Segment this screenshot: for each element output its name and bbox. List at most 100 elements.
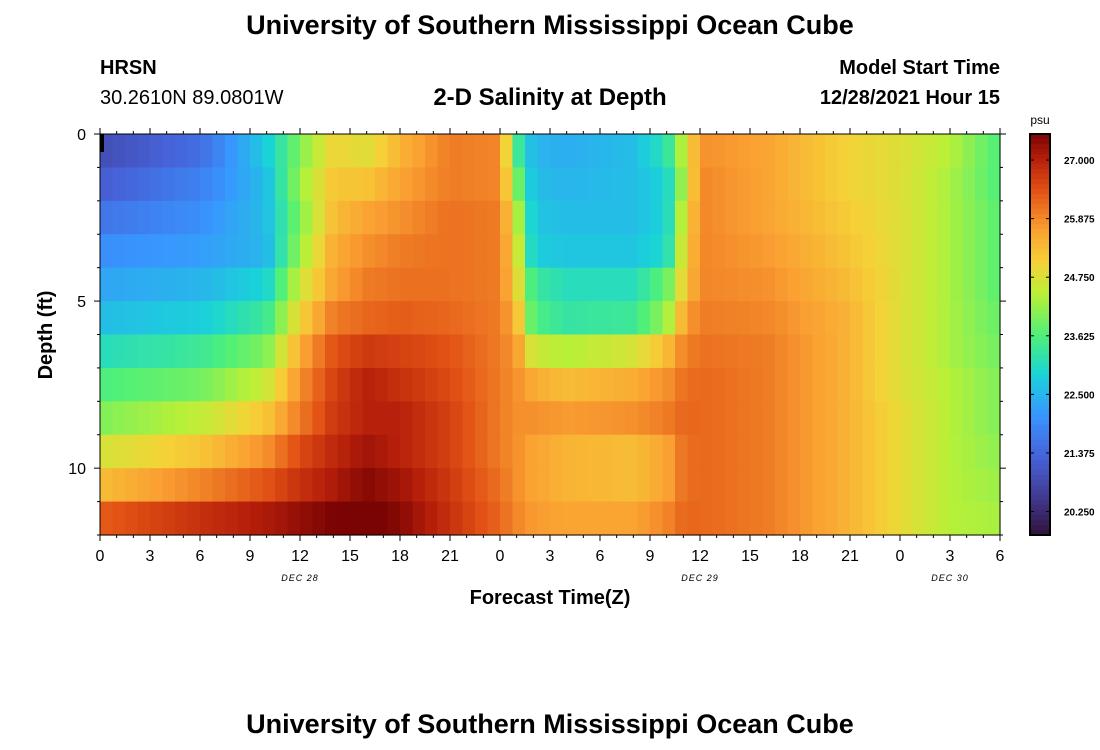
heatmap-cell <box>212 468 226 503</box>
heatmap-cell <box>375 200 389 235</box>
heatmap-cell <box>550 334 564 369</box>
heatmap-cell <box>337 301 351 336</box>
heatmap-cell <box>287 334 301 369</box>
heatmap-cell <box>637 301 651 336</box>
heatmap-cell <box>612 301 626 336</box>
y-tick-label: 0 <box>77 127 86 144</box>
heatmap-cell <box>300 434 314 469</box>
heatmap-cell <box>250 301 264 336</box>
heatmap-cell <box>750 134 764 169</box>
heatmap-cell <box>975 301 989 336</box>
heatmap-cell <box>737 234 751 269</box>
heatmap-cell <box>375 134 389 169</box>
heatmap-cell <box>150 434 164 469</box>
heatmap-cell <box>150 301 164 336</box>
heatmap-cell <box>462 267 476 302</box>
heatmap-cell <box>450 200 464 235</box>
heatmap-cell <box>962 367 976 402</box>
heatmap-cell <box>412 468 426 503</box>
heatmap-cell <box>300 134 314 169</box>
colorbar-segment <box>1030 489 1050 496</box>
heatmap-cell <box>162 367 176 402</box>
colorbar-segment <box>1030 164 1050 170</box>
heatmap-cell <box>687 267 701 302</box>
colorbar-segment <box>1030 324 1050 331</box>
colorbar-segment <box>1030 429 1050 436</box>
heatmap-cell <box>337 234 351 269</box>
heatmap-cell <box>662 200 676 235</box>
heatmap-cell <box>187 200 201 235</box>
colorbar-segment <box>1030 224 1050 230</box>
heatmap-cell <box>600 434 614 469</box>
heatmap-cell <box>987 367 1001 402</box>
heatmap-cell <box>362 501 376 536</box>
colorbar-segment <box>1030 479 1050 486</box>
heatmap-cell <box>887 468 901 503</box>
heatmap-cell <box>512 501 526 536</box>
heatmap-cell <box>787 267 801 302</box>
heatmap-cell <box>437 267 451 302</box>
heatmap-cell <box>962 200 976 235</box>
heatmap-cell <box>600 267 614 302</box>
heatmap-cell <box>350 267 364 302</box>
heatmap-cell <box>812 401 826 436</box>
heatmap-cell <box>700 134 714 169</box>
heatmap-cell <box>475 200 489 235</box>
heatmap-cell <box>412 134 426 169</box>
heatmap-cell <box>262 334 276 369</box>
heatmap-cell <box>687 167 701 202</box>
colorbar-segment <box>1030 299 1050 306</box>
heatmap-cell <box>700 200 714 235</box>
heatmap-cell <box>875 200 889 235</box>
heatmap-cell <box>812 234 826 269</box>
heatmap-cell <box>700 301 714 336</box>
start-marker <box>100 134 104 152</box>
heatmap-cell <box>950 434 964 469</box>
heatmap-cell <box>212 501 226 536</box>
heatmap-cell <box>375 234 389 269</box>
x-tick-label: 21 <box>841 548 859 565</box>
heatmap-cell <box>125 468 139 503</box>
heatmap-cell <box>675 301 689 336</box>
heatmap-cell <box>912 134 926 169</box>
heatmap-cell <box>462 367 476 402</box>
heatmap-cell <box>112 401 126 436</box>
heatmap-cell <box>575 367 589 402</box>
heatmap-cell <box>487 401 501 436</box>
heatmap-cell <box>737 501 751 536</box>
colorbar-segment <box>1030 434 1050 441</box>
heatmap-cell <box>612 367 626 402</box>
heatmap-cell <box>275 301 289 336</box>
heatmap-cell <box>362 200 376 235</box>
heatmap-cell <box>162 167 176 202</box>
page-title: University of Southern Mississippi Ocean… <box>246 10 854 40</box>
heatmap-cell <box>200 267 214 302</box>
heatmap-cell <box>900 234 914 269</box>
heatmap-cell <box>937 501 951 536</box>
heatmap-cell <box>812 200 826 235</box>
heatmap-cell <box>437 200 451 235</box>
colorbar-segment <box>1030 384 1050 391</box>
heatmap-cell <box>837 468 851 503</box>
heatmap-cell <box>550 401 564 436</box>
heatmap-cell <box>387 401 401 436</box>
heatmap-cell <box>937 234 951 269</box>
heatmap-cell <box>400 234 414 269</box>
heatmap-cell <box>600 401 614 436</box>
heatmap-cell <box>825 301 839 336</box>
heatmap-cell <box>550 367 564 402</box>
heatmap-cell <box>700 468 714 503</box>
heatmap-cell <box>137 200 151 235</box>
heatmap-cell <box>875 501 889 536</box>
heatmap-cell <box>950 367 964 402</box>
heatmap-cell <box>575 501 589 536</box>
colorbar-frame <box>1029 133 1051 536</box>
heatmap-cell <box>325 200 339 235</box>
heatmap-cell <box>450 234 464 269</box>
heatmap-cell <box>900 434 914 469</box>
heatmap-cell <box>975 501 989 536</box>
heatmap-cell <box>625 334 639 369</box>
heatmap-cell <box>162 234 176 269</box>
heatmap-cell <box>725 334 739 369</box>
heatmap-cell <box>462 501 476 536</box>
